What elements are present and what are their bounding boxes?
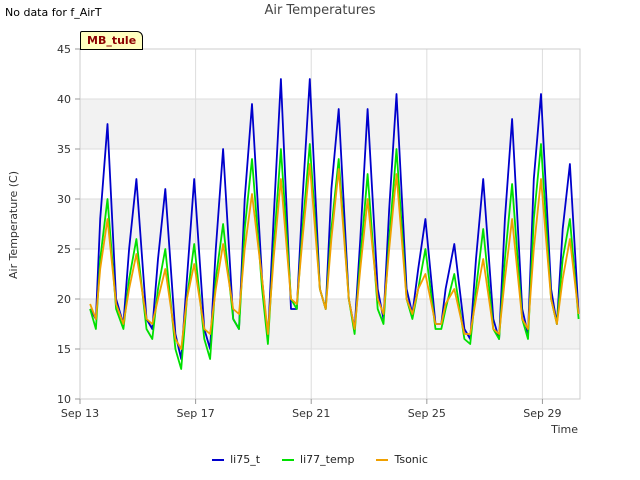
legend-swatch-tsonic (376, 458, 389, 461)
legend-label-li77-temp: li77_temp (300, 453, 355, 466)
y-axis-label: Air Temperature (C) (7, 171, 20, 279)
x-tick-label: Sep 21 (292, 407, 330, 420)
y-tick-label: 45 (57, 43, 71, 56)
legend-label-li75-t: li75_t (230, 453, 261, 466)
plot-frame (79, 48, 581, 400)
legend-item-li75-t: li75_t (212, 453, 260, 466)
x-tick-label: Sep 25 (408, 407, 446, 420)
legend-item-tsonic: Tsonic (376, 453, 428, 466)
x-tick-label: Sep 17 (176, 407, 214, 420)
x-axis-ticks: Sep 13 Sep 17 Sep 21 Sep 25 Sep 29 (61, 399, 562, 420)
site-tag: MB_tule (80, 31, 144, 50)
x-tick-label: Sep 13 (61, 407, 99, 420)
y-tick-label: 35 (57, 143, 71, 156)
x-axis-label: Time (550, 423, 578, 436)
series-line-li77-temp (89, 143, 580, 370)
chart-title: Air Temperatures (264, 3, 376, 18)
y-tick-label: 25 (57, 243, 71, 256)
x-tick-label: Sep 29 (523, 407, 561, 420)
legend-swatch-li75-t (212, 458, 225, 461)
plot-bands (80, 49, 580, 399)
y-tick-label: 10 (57, 393, 71, 406)
series-line-tsonic (89, 163, 580, 350)
legend-label-tsonic: Tsonic (394, 453, 428, 466)
series-lines (89, 78, 580, 370)
plot-band (80, 299, 580, 349)
plot-band (80, 99, 580, 149)
legend: li75_t li77_temp Tsonic (0, 453, 640, 466)
y-axis-ticks: 10 15 20 25 30 35 40 45 (57, 43, 80, 406)
legend-item-li77-temp: li77_temp (282, 453, 354, 466)
y-tick-label: 30 (57, 193, 71, 206)
legend-swatch-li77-temp (282, 458, 295, 461)
y-tick-label: 15 (57, 343, 71, 356)
y-tick-label: 20 (57, 293, 71, 306)
no-data-note: No data for f_AirT (5, 6, 102, 19)
y-tick-label: 40 (57, 93, 71, 106)
